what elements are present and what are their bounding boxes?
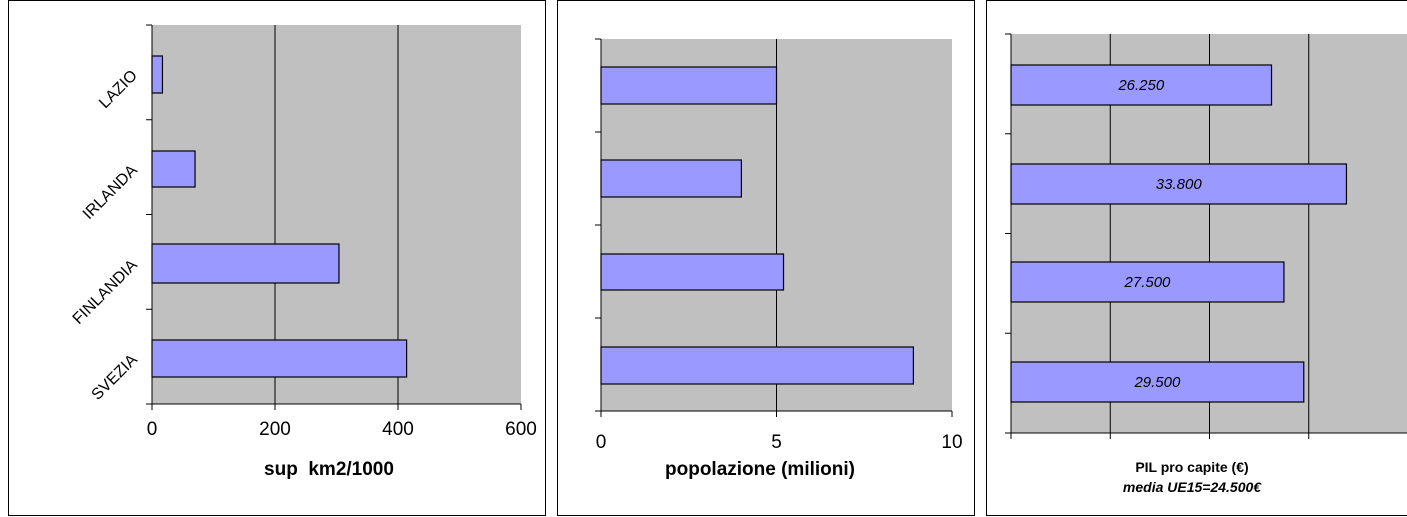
bar-lazio xyxy=(600,66,778,105)
bar-lazio xyxy=(151,55,164,94)
category-label: SVEZIA xyxy=(89,351,141,403)
x-axis-title: PIL pro capite (€) xyxy=(1135,459,1248,475)
data-label: 29.500 xyxy=(1133,374,1181,391)
category-label: IRLANDA xyxy=(80,162,141,223)
bar-lazio xyxy=(1010,64,1273,106)
x-tick-label: 0 xyxy=(147,419,158,440)
subtitle: media UE15=24.500€ xyxy=(1123,479,1262,495)
x-axis-title: popolazione (milioni) xyxy=(665,459,855,480)
x-tick-label: 200 xyxy=(259,419,291,440)
bar-finlandia xyxy=(151,243,340,284)
area-chart-svg: 0 200 400 600 LAZIO IRLANDA FINLANDIA SVEZIA sup… xyxy=(70,24,537,480)
bar-svezia xyxy=(600,346,914,385)
x-axis-title: sup km2/1000 xyxy=(264,459,394,480)
chart-panel-population: 0 5 10 popolazione (milioni) xyxy=(557,0,975,516)
bar-irlanda xyxy=(151,150,196,188)
bar-finlandia xyxy=(1010,261,1285,303)
data-label: 26.250 xyxy=(1117,77,1165,94)
data-label: 33.800 xyxy=(1156,176,1203,193)
chart-panel-area: 0 200 400 600 LAZIO IRLANDA FINLANDIA SVEZIA sup… xyxy=(8,0,546,516)
population-chart-svg: 0 5 10 popolazione (milioni) xyxy=(595,38,963,480)
x-tick-label: 600 xyxy=(505,419,537,440)
x-tick-label: 5 xyxy=(771,432,782,453)
bar-svezia xyxy=(1010,361,1305,403)
data-label: 27.500 xyxy=(1124,274,1172,291)
bar-irlanda xyxy=(1010,163,1348,205)
category-label: LAZIO xyxy=(96,67,141,112)
gdp-chart-svg: 26.250 33.800 27.500 29.500 PIL pro capite (… xyxy=(1005,33,1407,495)
bar-finlandia xyxy=(600,253,785,291)
x-tick-label: 0 xyxy=(596,432,607,453)
x-tick-label: 10 xyxy=(941,432,962,453)
x-tick-label: 400 xyxy=(382,419,414,440)
bar-irlanda xyxy=(600,159,742,198)
chart-panel-gdp: 26.250 33.800 27.500 29.500 PIL pro capite (… xyxy=(986,0,1407,516)
bar-svezia xyxy=(151,339,408,378)
category-label: FINLANDIA xyxy=(70,256,141,327)
